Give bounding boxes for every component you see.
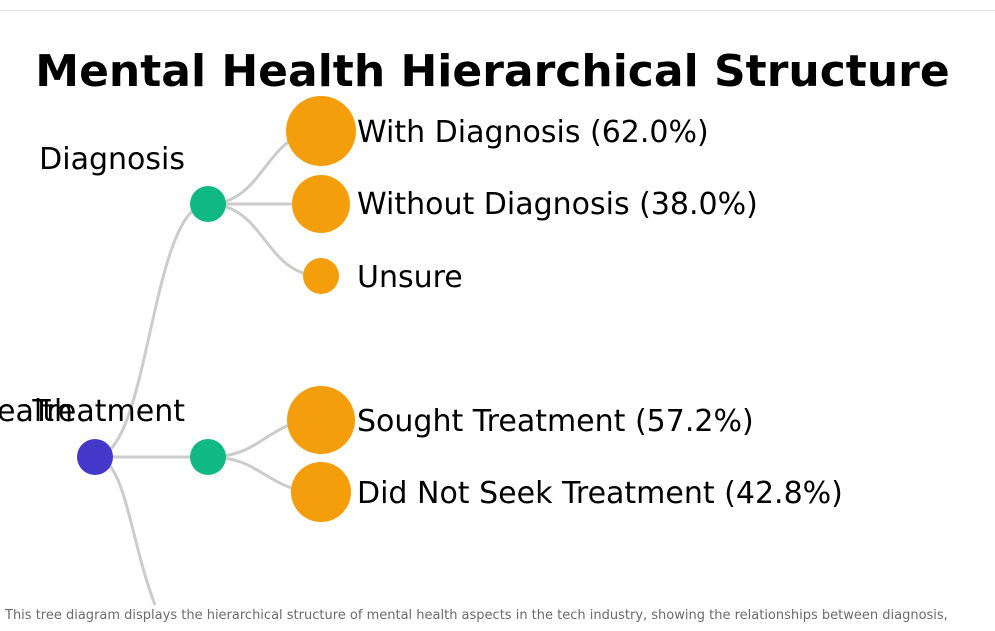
tree-labels: Mental Health Diagnosis Treatment With D… bbox=[0, 115, 843, 511]
unsure-label: Unsure bbox=[357, 260, 463, 295]
treatment-node[interactable] bbox=[190, 439, 226, 475]
diagnosis-label: Diagnosis bbox=[39, 142, 185, 177]
sought-treatment-node[interactable] bbox=[287, 386, 355, 454]
with-diagnosis-node[interactable] bbox=[286, 96, 356, 166]
with-diagnosis-label: With Diagnosis (62.0%) bbox=[357, 115, 709, 150]
link-root-to-cropped-branch bbox=[94, 455, 157, 606]
did-not-seek-treatment-node[interactable] bbox=[291, 462, 351, 522]
did-not-seek-treatment-label: Did Not Seek Treatment (42.8%) bbox=[357, 476, 843, 511]
top-divider bbox=[0, 10, 995, 11]
diagram-title: Mental Health Hierarchical Structure bbox=[35, 46, 950, 97]
sought-treatment-label: Sought Treatment (57.2%) bbox=[357, 404, 754, 439]
without-diagnosis-label: Without Diagnosis (38.0%) bbox=[357, 187, 758, 222]
root-label: Mental Health bbox=[0, 394, 73, 429]
root-node[interactable] bbox=[77, 439, 113, 475]
diagnosis-node[interactable] bbox=[190, 186, 226, 222]
unsure-node[interactable] bbox=[303, 258, 339, 294]
tree-nodes bbox=[77, 96, 356, 522]
link-root-to-diagnosis bbox=[94, 202, 209, 459]
without-diagnosis-node[interactable] bbox=[292, 175, 350, 233]
diagram-caption: This tree diagram displays the hierarchi… bbox=[5, 608, 948, 623]
treatment-label: Treatment bbox=[31, 394, 185, 429]
